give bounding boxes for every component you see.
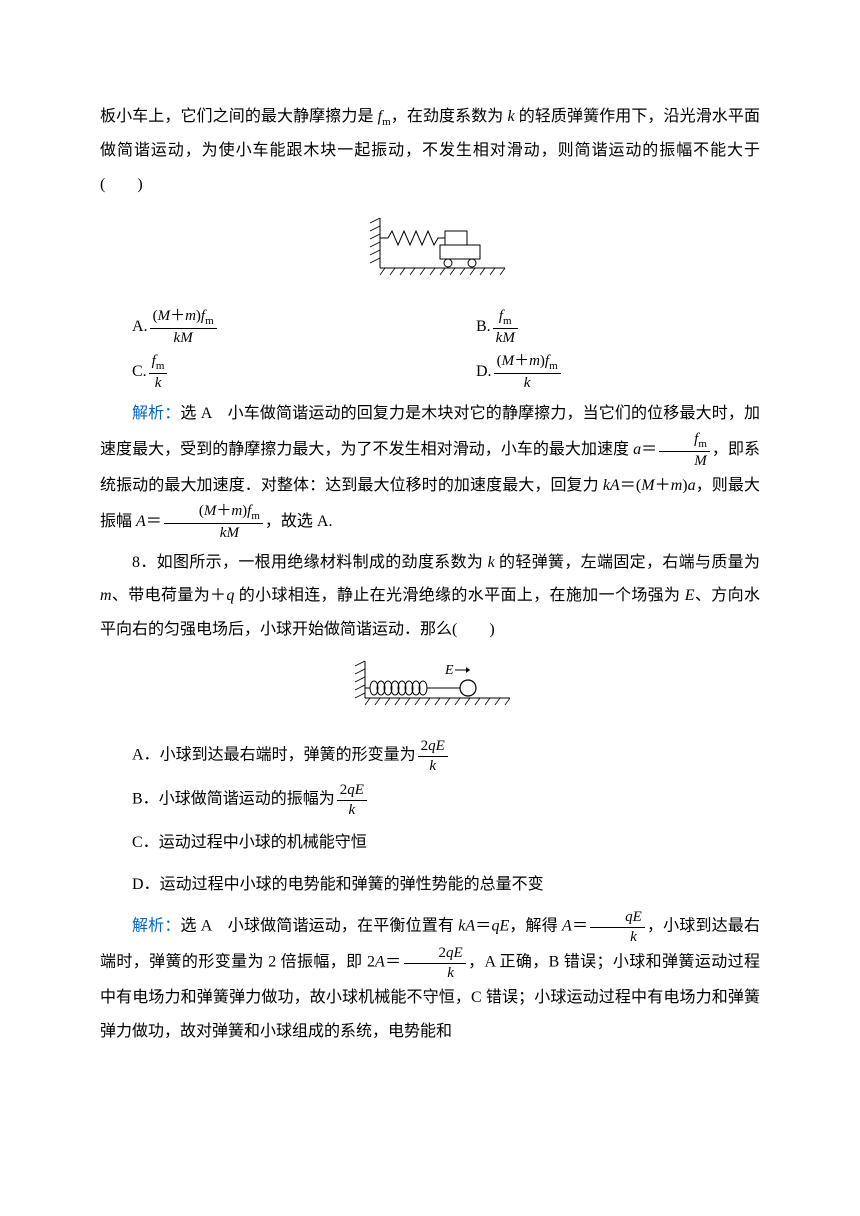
q8-analysis-label: 解析： <box>132 918 180 935</box>
q7-options-row1: A.(M＋m)fmkM B.fmkM <box>100 308 760 347</box>
q8-optB-prefix: B． <box>132 791 159 808</box>
q8-optC-prefix: C． <box>132 834 159 851</box>
q7-option-c: C.fmk <box>132 353 416 392</box>
q7-optD-prefix: D. <box>476 363 492 380</box>
q8-optB-text: 小球做简谐运动的振幅为 <box>159 791 335 808</box>
q8-optD-prefix: D． <box>132 876 160 893</box>
field-label: E <box>444 663 454 678</box>
q7-optA-prefix: A. <box>132 318 148 335</box>
q7-option-a: A.(M＋m)fmkM <box>132 308 416 347</box>
q8-optD-text: 运动过程中小球的电势能和弹簧的弹性势能的总量不变 <box>160 876 544 893</box>
q7-analysis-label: 解析： <box>132 405 180 422</box>
q8-optA-prefix: A． <box>132 747 160 764</box>
q8-option-a: A．小球到达最右端时，弹簧的形变量为2qEk <box>100 738 760 774</box>
q8-diagram: E <box>100 658 760 726</box>
q7-analysis: 解析：选 A 小车做简谐运动的回复力是木块对它的静摩擦力，当它们的位移最大时，加… <box>100 397 760 541</box>
q7-intro: 板小车上，它们之间的最大静摩擦力是 fm，在劲度系数为 k 的轻质弹簧作用下，沿… <box>100 100 760 201</box>
q8-intro-text: 如图所示，一根用绝缘材料制成的劲度系数为 k 的轻弹簧，左端固定，右端与质量为 … <box>100 554 760 638</box>
q7-options-row2: C.fmk D.(M＋m)fmk <box>100 353 760 392</box>
q8-analysis: 解析：选 A 小球做简谐运动，在平衡位置有 kA＝qE，解得 A＝qEk，小球到… <box>100 909 760 1048</box>
q7-analysis-text3: ，故选 A. <box>265 513 333 530</box>
q8-analysis-text1: 选 A 小球做简谐运动，在平衡位置有 kA＝qE，解得 A＝ <box>180 918 588 935</box>
q7-diagram <box>100 213 760 296</box>
q8-intro: 8．如图所示，一根用绝缘材料制成的劲度系数为 k 的轻弹簧，左端固定，右端与质量… <box>100 546 760 647</box>
q7-optB-prefix: B. <box>476 318 491 335</box>
q7-option-d: D.(M＋m)fmk <box>416 353 760 392</box>
q8-option-b: B．小球做简谐运动的振幅为2qEk <box>100 782 760 818</box>
q8-num: 8． <box>132 554 157 571</box>
q7-option-b: B.fmkM <box>416 308 760 347</box>
q8-optC-text: 运动过程中小球的机械能守恒 <box>159 834 367 851</box>
q7-intro-text: 板小车上，它们之间的最大静摩擦力是 fm，在劲度系数为 k 的轻质弹簧作用下，沿… <box>100 108 760 193</box>
spring-cart-diagram <box>350 213 510 283</box>
q8-option-d: D．运动过程中小球的电势能和弹簧的弹性势能的总量不变 <box>100 868 760 902</box>
q8-option-c: C．运动过程中小球的机械能守恒 <box>100 826 760 860</box>
q7-optC-prefix: C. <box>132 363 147 380</box>
q8-optA-text: 小球到达最右端时，弹簧的形变量为 <box>160 747 416 764</box>
spring-ball-diagram: E <box>340 658 520 713</box>
